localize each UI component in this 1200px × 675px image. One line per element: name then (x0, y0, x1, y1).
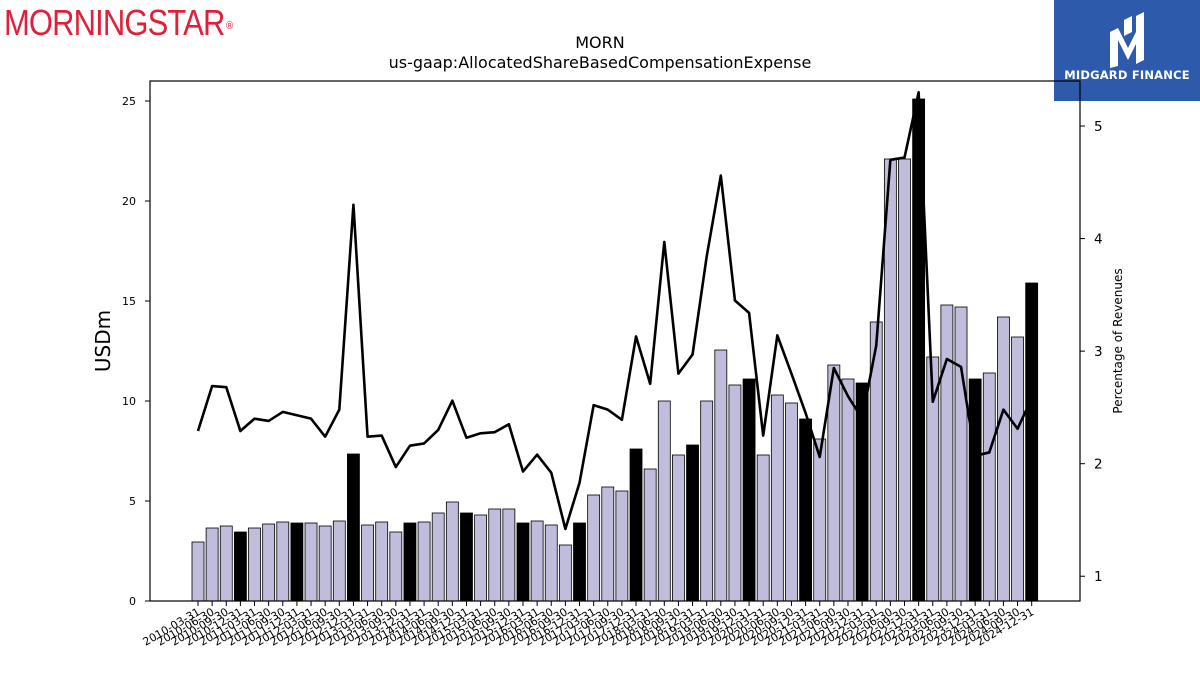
bar-quarter (332, 520, 346, 602)
bar-quarter (997, 316, 1010, 602)
bar-quarter (431, 512, 445, 602)
bar-annual (233, 531, 247, 602)
bar-quarter (954, 306, 968, 602)
bar-quarter (375, 521, 389, 602)
bar-quarter (445, 501, 459, 602)
y-tick-label: 20 (122, 195, 136, 208)
bar-quarter (219, 525, 233, 602)
bar-quarter (982, 372, 996, 602)
y-axis-label: USDm (91, 310, 115, 372)
y-tick-label: 5 (129, 495, 136, 508)
y2-tick-label: 1 (1094, 569, 1103, 585)
bar-quarter (502, 508, 516, 602)
bar-quarter (474, 514, 488, 602)
bar-annual (799, 418, 812, 602)
bar-quarter (785, 402, 798, 602)
midgard-m-icon (1110, 12, 1144, 68)
bar-annual (403, 522, 417, 602)
bar-quarter (813, 438, 827, 602)
bar-annual (1025, 282, 1039, 602)
bar-quarter (714, 349, 728, 602)
bar-quarter (191, 541, 205, 602)
bar-annual (460, 512, 473, 602)
bar-quarter (657, 400, 671, 602)
bar-quarter (276, 521, 290, 602)
bar-quarter (530, 520, 544, 602)
bar-quarter (601, 486, 615, 602)
bar-quarter (304, 522, 318, 602)
y-tick-label: 10 (122, 395, 136, 408)
bar-quarter (700, 400, 714, 602)
bar-annual (742, 378, 756, 602)
revenue-percentage-line (196, 90, 1033, 531)
y2-axis-label: Percentage of Revenues (1111, 268, 1125, 413)
bar-annual (573, 522, 586, 602)
chart-subtitle: us-gaap:AllocatedShareBasedCompensationE… (388, 53, 812, 72)
bar-quarter (643, 468, 657, 602)
bar-quarter (361, 524, 374, 602)
y-tick-label: 0 (129, 595, 136, 608)
plot-frame (149, 80, 1081, 602)
bar-quarter (248, 527, 261, 602)
bar-quarter (205, 527, 219, 602)
bar-quarter (728, 384, 742, 602)
bar-annual (686, 444, 699, 602)
bar-quarter (587, 494, 601, 602)
midgard-finance-logo: MIDGARD FINANCE (1054, 0, 1200, 101)
midgard-finance-text: MIDGARD FINANCE (1064, 68, 1190, 82)
y2-tick-label: 4 (1094, 232, 1103, 248)
bar-quarter (672, 454, 685, 602)
morningstar-logo: MORNINGSTAR ® (4, 2, 233, 43)
bar-quarter (488, 508, 502, 602)
bar-quarter (544, 524, 558, 602)
y2-tick-label: 3 (1094, 344, 1103, 360)
bar-quarter (389, 531, 403, 602)
bar-quarter (615, 490, 629, 602)
bar-quarter (262, 523, 276, 602)
bar-annual (347, 453, 360, 602)
bar-quarter (1011, 336, 1024, 602)
bar-quarter (898, 158, 911, 602)
bar-annual (629, 448, 643, 602)
y-tick-label: 25 (122, 95, 136, 108)
chart-title: MORN (575, 33, 625, 52)
bar-quarter (940, 304, 954, 602)
bar-quarter (417, 521, 431, 602)
registered-mark: ® (226, 20, 233, 32)
y2-tick-label: 5 (1094, 119, 1103, 135)
bar-quarter (318, 525, 332, 602)
bar-quarter (558, 544, 572, 602)
bar-quarter (756, 454, 770, 602)
bar-quarter (841, 378, 855, 602)
bar-annual (968, 378, 982, 602)
bar-annual (290, 522, 304, 602)
bar-annual (516, 522, 530, 602)
y-tick-label: 15 (122, 295, 136, 308)
bar-quarter (770, 394, 784, 602)
y2-tick-label: 2 (1094, 457, 1103, 473)
